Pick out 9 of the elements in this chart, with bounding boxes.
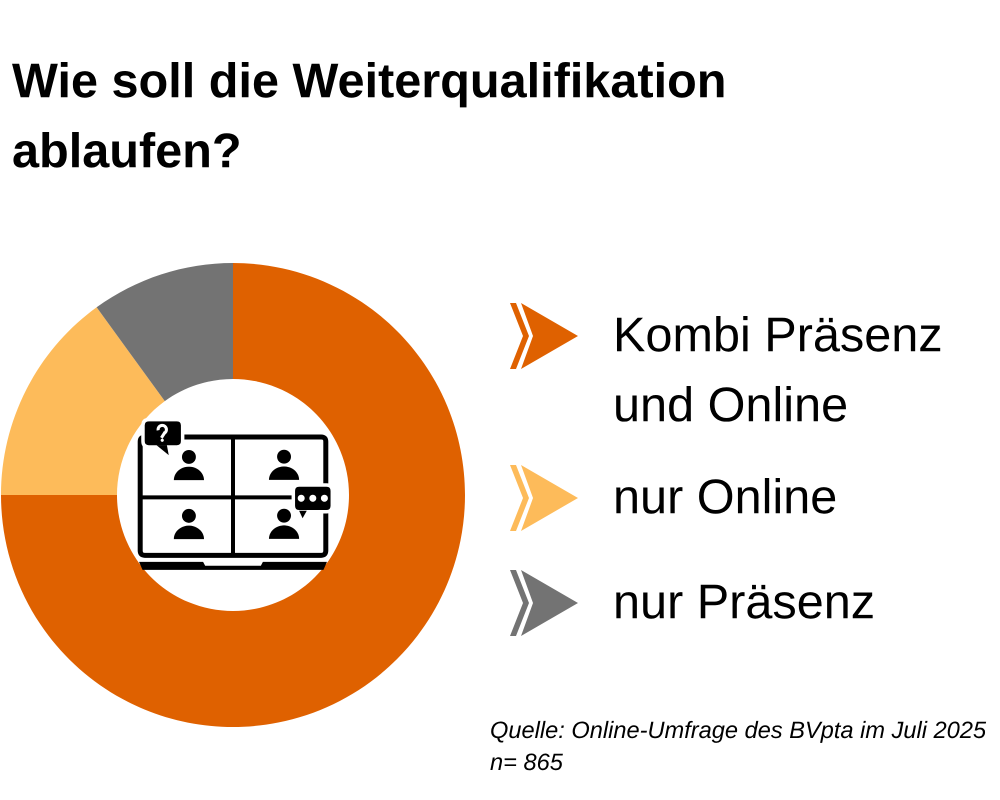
text: n= 865 bbox=[490, 754, 563, 770]
donut-slice bbox=[1, 307, 165, 495]
source-note: Quelle: Online-Umfrage des BVpta im Juli 2025 bbox=[491, 720, 986, 743]
donut-slice bbox=[1, 263, 465, 727]
donut-slice bbox=[96, 263, 233, 402]
chart-title: Wie soll die Weiterqualifikation ablaufen? bbox=[12, 62, 724, 168]
legend-label: nur Online bbox=[616, 478, 836, 514]
legend-label: nur Präsenz bbox=[616, 584, 873, 619]
legend-label: Kombi Präsenz und Online bbox=[616, 316, 940, 422]
